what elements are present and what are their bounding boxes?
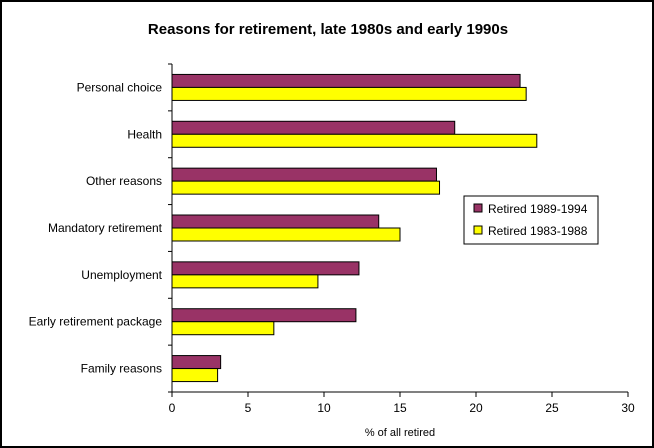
bar-other-reasons-series-1 (171, 167, 437, 182)
x-tick-label: 15 (393, 401, 407, 415)
tick-labels: 0 5 10 15 20 25 30 (169, 401, 635, 415)
bar-unemployment-series-1 (171, 261, 360, 276)
bar-early-retirement-package-series-1 (171, 308, 357, 323)
x-axis-label: % of all retired (365, 427, 435, 439)
category-label: Family reasons (81, 362, 162, 376)
x-tick-label: 30 (621, 401, 635, 415)
bar-mandatory-retirement-series-1 (171, 214, 380, 229)
category-label: Early retirement package (29, 315, 163, 329)
legend-swatch-series-1 (473, 203, 483, 213)
bar-early-retirement-package-series-2 (171, 321, 275, 336)
category-label: Personal choice (77, 80, 163, 94)
bar-health-series-1 (171, 120, 456, 135)
legend: Retired 1989-1994 Retired 1983-1988 (463, 195, 599, 245)
bar-family-reasons-series-2 (171, 368, 219, 383)
x-tick-label: 20 (469, 401, 483, 415)
x-tick-label: 5 (245, 401, 252, 415)
category-label: Unemployment (81, 268, 162, 282)
category-label: Mandatory retirement (48, 221, 163, 235)
chart-title: Reasons for retirement, late 1980s and e… (148, 21, 508, 38)
x-tick-label: 10 (317, 401, 331, 415)
legend-swatch-series-2 (473, 225, 483, 235)
axes-group (168, 63, 629, 397)
legend-box (463, 195, 599, 245)
legend-label-series-1: Retired 1989-1994 (488, 202, 588, 216)
bar-personal-choice-series-1 (171, 73, 521, 88)
bar-other-reasons-series-2 (171, 180, 441, 195)
category-label: Health (127, 127, 162, 141)
bar-unemployment-series-2 (171, 274, 319, 289)
bar-mandatory-retirement-series-2 (171, 227, 401, 242)
category-labels: Personal choice Health Other reasons Mandat… (29, 80, 163, 375)
category-label: Other reasons (86, 174, 162, 188)
bar-family-reasons-series-1 (171, 355, 222, 370)
legend-label-series-2: Retired 1983-1988 (488, 224, 588, 238)
bar-health-series-2 (171, 133, 538, 148)
x-tick-label: 25 (545, 401, 559, 415)
x-tick-label: 0 (169, 401, 176, 415)
bar-personal-choice-series-2 (171, 86, 527, 101)
